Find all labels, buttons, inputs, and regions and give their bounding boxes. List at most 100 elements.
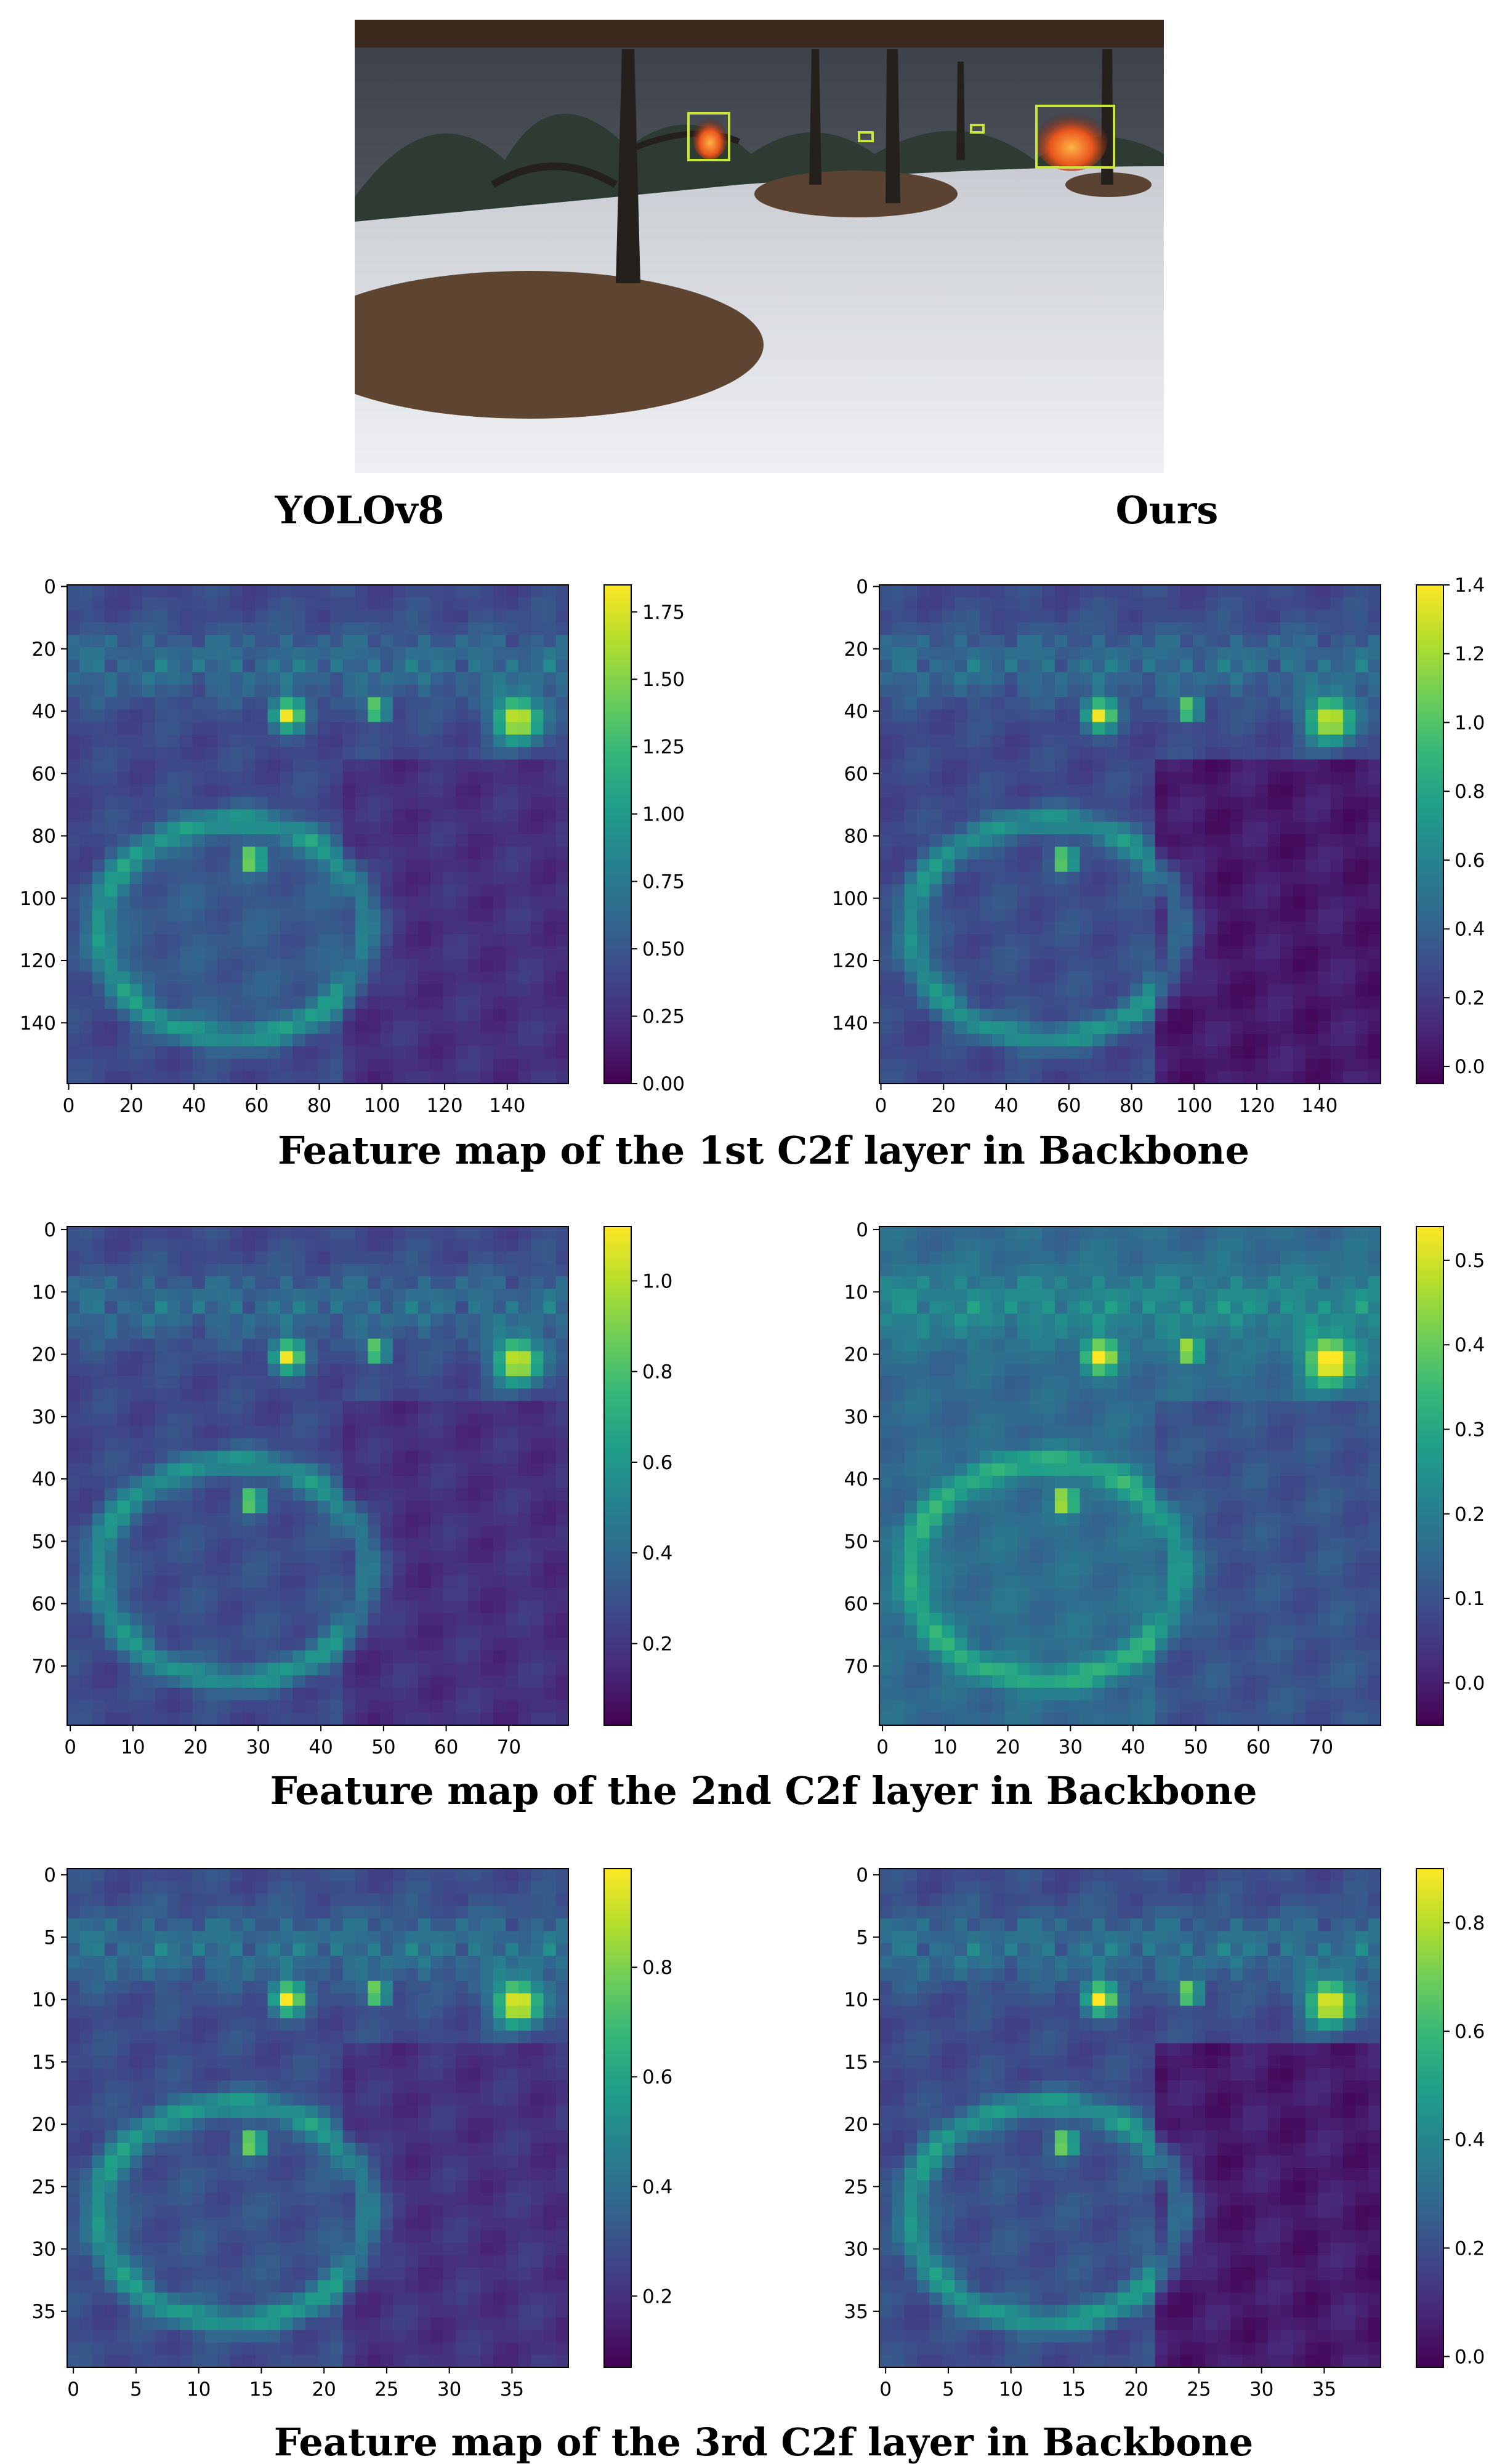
heatmap-cell: [318, 1276, 331, 1289]
heatmap-cell: [1293, 909, 1306, 922]
heatmap-cell: [230, 959, 243, 972]
heatmap-cell: [293, 747, 306, 760]
heatmap-cell: [405, 1021, 419, 1034]
heatmap-cell: [555, 1426, 569, 1439]
heatmap-cell: [342, 871, 356, 885]
heatmap-cell: [1342, 884, 1356, 897]
heatmap-cell: [342, 1451, 356, 1464]
heatmap-cell: [493, 1638, 506, 1651]
heatmap-cell: [468, 1401, 482, 1414]
heatmap-cell: [555, 647, 569, 661]
heatmap-cell: [1243, 735, 1256, 747]
heatmap-cell: [155, 771, 168, 785]
heatmap-cell: [1168, 735, 1180, 747]
heatmap-cell: [255, 1550, 268, 1564]
heatmap-cell: [555, 610, 569, 623]
heatmap-cell: [405, 909, 419, 922]
heatmap-cell: [105, 1476, 118, 1489]
heatmap-cell: [1079, 722, 1093, 735]
heatmap-cell: [67, 1700, 80, 1713]
heatmap-cell: [380, 1058, 393, 1072]
heatmap-cell: [1305, 735, 1318, 747]
heatmap-cell: [418, 672, 431, 685]
heatmap-cell: [305, 647, 318, 661]
heatmap-cell: [92, 709, 105, 723]
x-tick-label: 120: [1238, 1095, 1275, 1117]
heatmap-cell: [1142, 809, 1156, 823]
heatmap-cell: [942, 709, 955, 723]
heatmap-cell: [67, 1058, 80, 1072]
heatmap-cell: [393, 1612, 406, 1626]
heatmap-cell: [79, 1576, 93, 1588]
heatmap-cell: [1355, 984, 1369, 997]
heatmap-cell: [430, 784, 444, 797]
heatmap-cell: [405, 1034, 419, 1047]
heatmap-cell: [155, 685, 168, 698]
heatmap-cell: [1030, 685, 1043, 698]
heatmap-cell: [355, 1401, 368, 1414]
heatmap-cell: [493, 1451, 506, 1464]
heatmap-cell: [330, 1463, 344, 1476]
heatmap-cell: [1142, 909, 1156, 922]
heatmap-cell: [155, 859, 168, 872]
heatmap-cell: [280, 1289, 293, 1302]
heatmap-cell: [167, 921, 180, 935]
heatmap-cell: [242, 934, 256, 947]
heatmap-cell: [129, 735, 143, 747]
heatmap-cell: [506, 959, 519, 972]
heatmap-cell: [430, 1526, 444, 1539]
heatmap-cell: [368, 1600, 381, 1614]
heatmap-cell: [280, 622, 293, 635]
heatmap-cell: [230, 1488, 243, 1502]
heatmap-cell: [242, 709, 256, 723]
heatmap-cell: [942, 647, 955, 661]
heatmap-cell: [1368, 647, 1381, 661]
heatmap-cell: [904, 722, 918, 735]
heatmap-cell: [142, 909, 156, 922]
heatmap-cell: [117, 797, 131, 810]
heatmap-cell: [418, 622, 431, 635]
heatmap-cell: [204, 685, 218, 698]
heatmap-cell: [1155, 909, 1168, 922]
heatmap-cell: [954, 959, 968, 972]
heatmap-cell: [468, 1276, 482, 1289]
heatmap-cell: [355, 946, 368, 960]
heatmap-cell: [105, 1688, 118, 1701]
heatmap-cell: [1368, 934, 1381, 947]
heatmap-cell: [117, 1526, 131, 1539]
heatmap-cell: [117, 896, 131, 910]
heatmap-cell: [992, 909, 1006, 922]
heatmap-cell: [929, 797, 943, 810]
heatmap-cell: [192, 1413, 206, 1427]
heatmap-cell: [305, 1488, 318, 1502]
heatmap-cell: [929, 771, 943, 785]
heatmap-cell: [180, 959, 193, 972]
heatmap-cell: [418, 797, 431, 810]
heatmap-cell: [230, 1009, 243, 1022]
heatmap-cell: [455, 585, 469, 598]
heatmap-cell: [92, 871, 105, 885]
heatmap-cell: [1318, 1034, 1331, 1047]
heatmap-cell: [155, 1550, 168, 1564]
heatmap-cell: [1230, 821, 1243, 835]
heatmap-cell: [455, 1034, 469, 1047]
heatmap-cell: [180, 934, 193, 947]
heatmap-cell: [992, 1009, 1006, 1022]
heatmap-cell: [255, 996, 268, 1010]
heatmap-cell: [280, 996, 293, 1010]
heatmap-cell: [1192, 1226, 1206, 1239]
heatmap-cell: [430, 984, 444, 997]
heatmap-cell: [368, 697, 381, 711]
heatmap-cell: [1017, 984, 1030, 997]
heatmap-cell: [1130, 585, 1143, 598]
heatmap-cell: [230, 847, 243, 860]
heatmap-cell: [917, 921, 930, 935]
heatmap-cell: [117, 1276, 131, 1289]
heatmap-cell: [1168, 1058, 1180, 1072]
heatmap-cell: [330, 1034, 344, 1047]
heatmap-cell: [242, 1538, 256, 1552]
heatmap-cell: [1067, 597, 1081, 611]
heatmap-cell: [405, 1488, 419, 1502]
heatmap-cell: [204, 585, 218, 598]
heatmap-cell: [242, 1463, 256, 1476]
